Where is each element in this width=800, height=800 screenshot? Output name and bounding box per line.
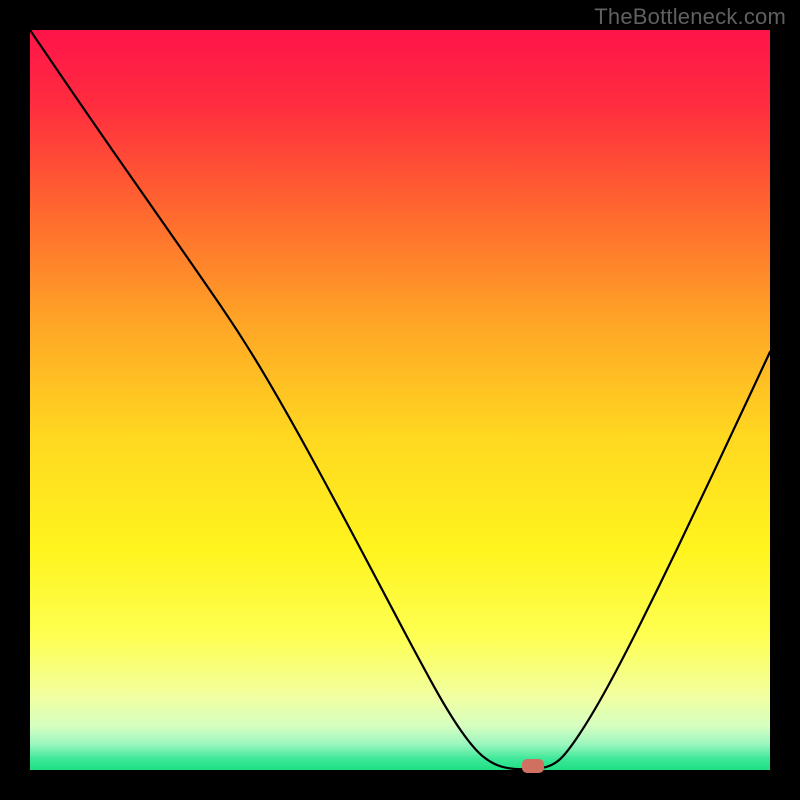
bottleneck-curve bbox=[30, 30, 770, 770]
watermark: TheBottleneck.com bbox=[594, 4, 786, 30]
chart-container: TheBottleneck.com bbox=[0, 0, 800, 800]
bottleneck-marker bbox=[522, 759, 544, 773]
